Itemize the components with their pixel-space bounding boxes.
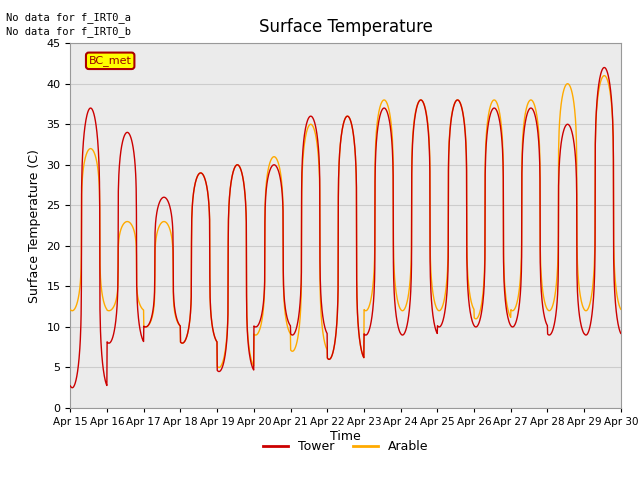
Text: No data for f_IRT0_a
No data for f_IRT0_b: No data for f_IRT0_a No data for f_IRT0_… <box>6 12 131 37</box>
Text: BC_met: BC_met <box>89 55 132 66</box>
Y-axis label: Surface Temperature (C): Surface Temperature (C) <box>28 149 41 302</box>
Legend: Tower, Arable: Tower, Arable <box>258 435 433 458</box>
Title: Surface Temperature: Surface Temperature <box>259 18 433 36</box>
X-axis label: Time: Time <box>330 430 361 443</box>
